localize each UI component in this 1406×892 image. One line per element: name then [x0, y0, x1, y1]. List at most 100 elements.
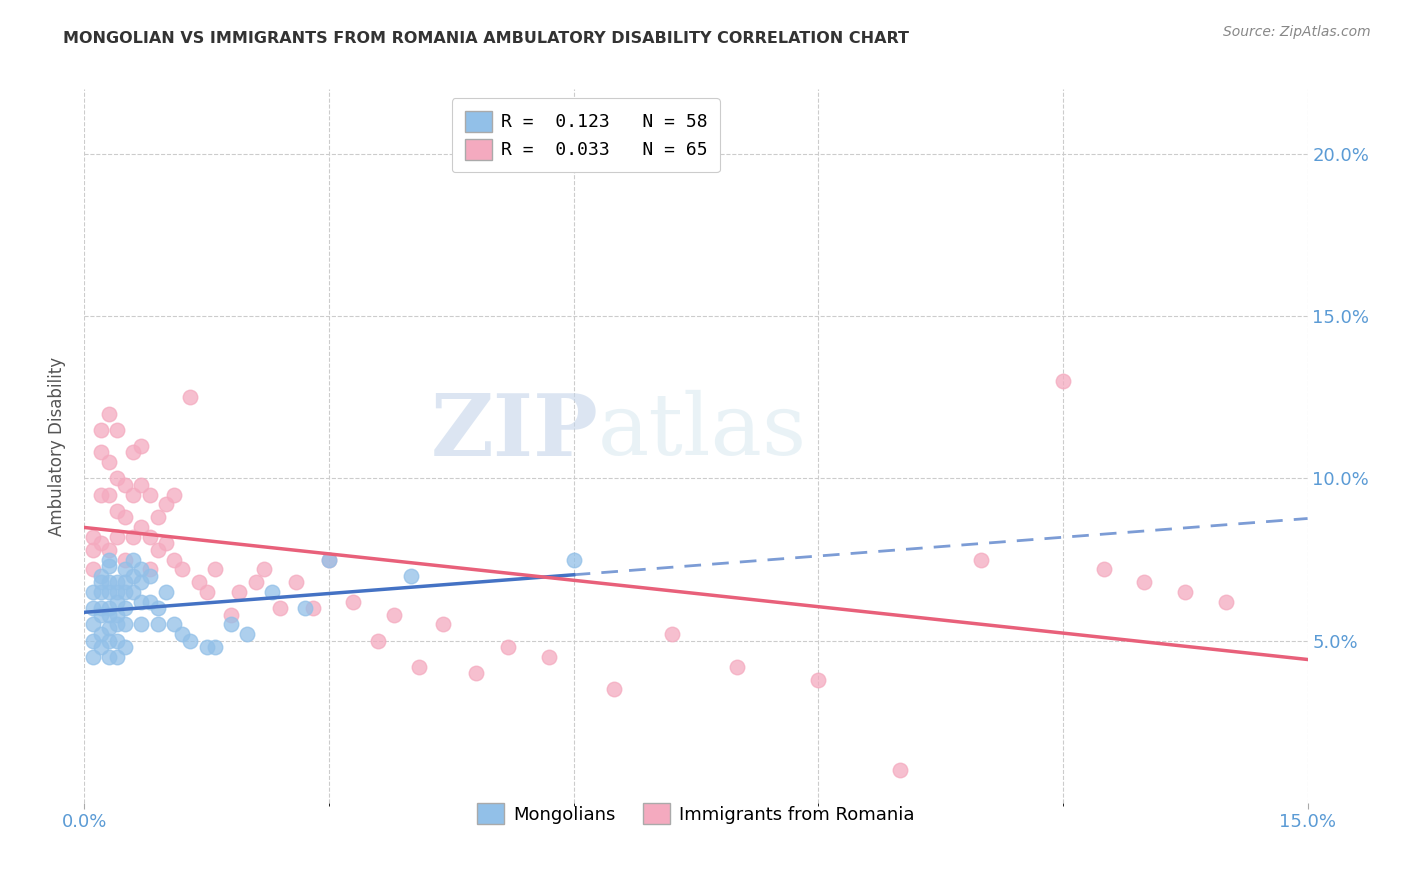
Point: [172, 562, 194, 576]
Point: [538, 649, 561, 664]
Point: [131, 478, 153, 492]
Point: [172, 627, 194, 641]
Point: [97, 488, 120, 502]
Point: [399, 568, 422, 582]
Point: [105, 617, 128, 632]
Point: [82, 585, 104, 599]
Point: [90, 640, 112, 654]
Point: [1092, 562, 1115, 576]
Point: [155, 497, 177, 511]
Point: [82, 562, 104, 576]
Legend: Mongolians, Immigrants from Romania: Mongolians, Immigrants from Romania: [465, 790, 927, 837]
Point: [97, 621, 120, 635]
Point: [219, 617, 242, 632]
Point: [90, 568, 112, 582]
Point: [318, 552, 340, 566]
Point: [97, 455, 120, 469]
Point: [163, 617, 186, 632]
Point: [114, 478, 136, 492]
Point: [285, 575, 308, 590]
Text: MONGOLIAN VS IMMIGRANTS FROM ROMANIA AMBULATORY DISABILITY CORRELATION CHART: MONGOLIAN VS IMMIGRANTS FROM ROMANIA AMB…: [63, 31, 910, 46]
Point: [90, 488, 112, 502]
Point: [260, 585, 283, 599]
Point: [105, 471, 128, 485]
Point: [131, 520, 153, 534]
Point: [114, 601, 136, 615]
Point: [1133, 575, 1156, 590]
Point: [114, 640, 136, 654]
Point: [131, 575, 153, 590]
Point: [498, 640, 520, 654]
Point: [131, 562, 153, 576]
Point: [318, 552, 340, 566]
Point: [114, 552, 136, 566]
Text: ZIP: ZIP: [430, 390, 598, 474]
Point: [1174, 585, 1197, 599]
Point: [889, 764, 911, 778]
Point: [90, 423, 112, 437]
Point: [245, 575, 267, 590]
Point: [82, 601, 104, 615]
Point: [163, 552, 186, 566]
Point: [1052, 374, 1074, 388]
Point: [122, 530, 145, 544]
Point: [97, 607, 120, 622]
Point: [105, 575, 128, 590]
Point: [105, 504, 128, 518]
Point: [105, 423, 128, 437]
Point: [90, 575, 112, 590]
Point: [97, 542, 120, 557]
Point: [163, 488, 186, 502]
Point: [105, 633, 128, 648]
Point: [122, 585, 145, 599]
Point: [97, 559, 120, 574]
Point: [131, 439, 153, 453]
Point: [90, 585, 112, 599]
Point: [367, 633, 389, 648]
Point: [219, 607, 242, 622]
Point: [432, 617, 454, 632]
Point: [236, 627, 259, 641]
Point: [105, 649, 128, 664]
Point: [146, 617, 169, 632]
Point: [97, 649, 120, 664]
Point: [661, 627, 683, 641]
Point: [97, 407, 120, 421]
Point: [82, 617, 104, 632]
Point: [138, 562, 160, 576]
Point: [464, 666, 486, 681]
Point: [228, 585, 250, 599]
Point: [408, 659, 430, 673]
Point: [122, 552, 145, 566]
Point: [725, 659, 748, 673]
Point: [138, 595, 160, 609]
Point: [131, 617, 153, 632]
Point: [301, 601, 323, 615]
Point: [82, 633, 104, 648]
Point: [114, 585, 136, 599]
Point: [195, 640, 218, 654]
Point: [155, 585, 177, 599]
Point: [562, 552, 585, 566]
Point: [82, 542, 104, 557]
Point: [138, 568, 160, 582]
Point: [269, 601, 291, 615]
Point: [90, 536, 112, 550]
Point: [204, 640, 226, 654]
Point: [97, 575, 120, 590]
Point: [82, 649, 104, 664]
Point: [253, 562, 276, 576]
Point: [97, 585, 120, 599]
Point: [105, 585, 128, 599]
Point: [146, 510, 169, 524]
Point: [342, 595, 364, 609]
Point: [90, 627, 112, 641]
Point: [970, 552, 993, 566]
Point: [105, 595, 128, 609]
Point: [82, 530, 104, 544]
Point: [155, 536, 177, 550]
Point: [294, 601, 316, 615]
Point: [105, 530, 128, 544]
Point: [146, 542, 169, 557]
Y-axis label: Ambulatory Disability: Ambulatory Disability: [48, 357, 66, 535]
